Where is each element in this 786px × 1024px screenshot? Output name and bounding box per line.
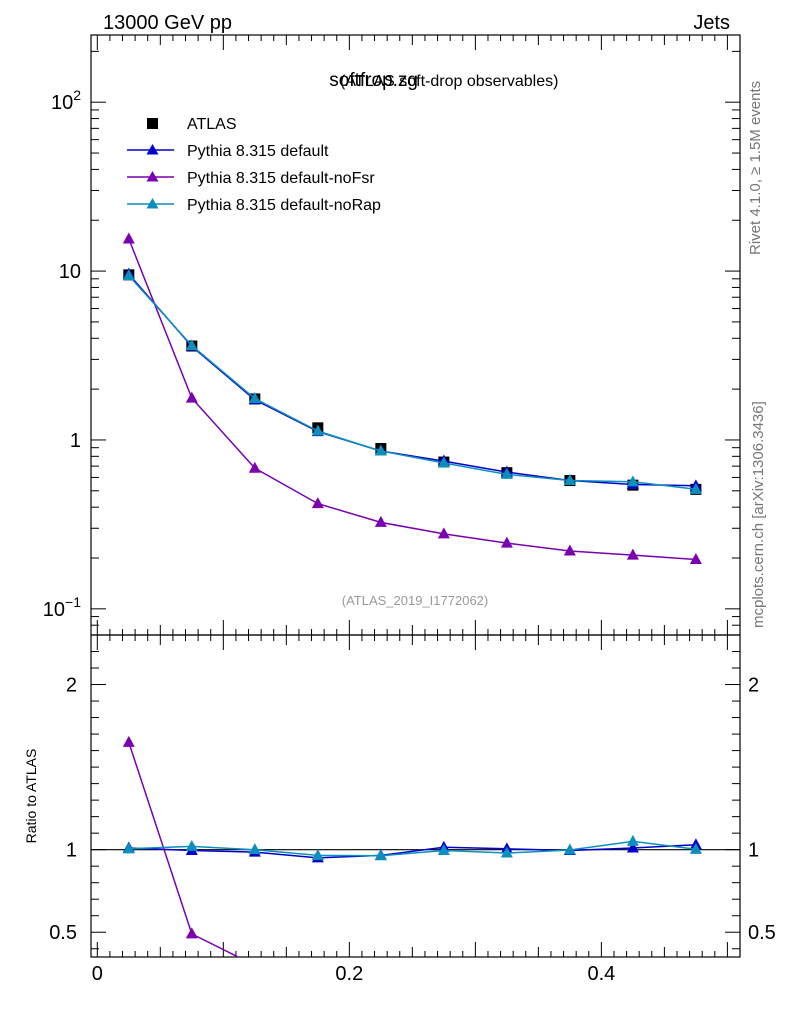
ratio-point-pythia-nofsr [249, 959, 261, 970]
plot-title: softfrop.zg [329, 70, 418, 91]
legend-marker-pythia-nofsr [146, 171, 159, 182]
main-series [122, 232, 702, 564]
main-point-pythia-nofsr [626, 548, 639, 560]
legend: ATLAS Pythia 8.315 default Pythia 8.315 … [127, 116, 381, 214]
ratio-point-pythia-nofsr [564, 980, 576, 991]
ratio-point-pythia-norap [437, 843, 450, 855]
ratio-point-pythia-norap [122, 842, 135, 854]
ratio-point-pythia-norap [374, 849, 387, 861]
legend-marker-atlas [147, 118, 158, 129]
ratio-y-axis-label: Ratio to ATLAS [23, 749, 39, 844]
main-point-pythia-nofsr [689, 552, 702, 564]
legend-label-pythia-norap: Pythia 8.315 default-noRap [187, 197, 381, 214]
ratio-point-pythia-nofsr [122, 735, 135, 747]
ratio-plot-frame [90, 634, 741, 958]
mcplots-label: mcplots.cern.ch [arXiv:1306.3436] [750, 401, 767, 628]
main-point-pythia-norap [689, 482, 702, 494]
ratio-point-pythia-norap [311, 848, 324, 860]
main-point-pythia-norap [248, 391, 261, 403]
legend-label-atlas: ATLAS [187, 116, 237, 133]
ratio-series [122, 735, 702, 995]
ratio-point-pythia-nofsr [501, 979, 513, 990]
main-point-pythia-norap [437, 456, 450, 468]
header-energy-label: 13000 GeV pp [103, 12, 232, 34]
ratio-y-tick-label-left: 0.5 [49, 922, 77, 944]
analysis-watermark: (ATLAS_2019_I1772062) [342, 593, 488, 608]
ratio-y-tick-label-right: 2 [748, 675, 759, 697]
main-point-pythia-norap [374, 444, 387, 456]
ratio-point-pythia-nofsr [438, 975, 450, 986]
x-tick-label: 0.4 [587, 963, 615, 985]
ratio-point-pythia-nofsr [185, 927, 198, 939]
ratio-point-pythia-norap [626, 834, 639, 846]
ratio-point-pythia-nofsr [690, 984, 702, 995]
legend-entry-atlas: ATLAS [147, 116, 237, 133]
main-point-pythia-nofsr [563, 544, 576, 556]
ratio-point-pythia-norap [248, 843, 261, 855]
ratio-point-pythia-norap [689, 842, 702, 854]
main-point-pythia-norap [122, 269, 135, 281]
axis-tick-labels: 10−1 1 10 102 0.5 0.5 1 1 2 2 0 0.2 0.4 [43, 87, 776, 985]
main-point-pythia-norap [563, 474, 576, 486]
ratio-line-pythia-default [128, 843, 696, 859]
main-y-tick-label: 1 [70, 430, 81, 452]
ratio-point-pythia-default [626, 841, 639, 853]
x-tick-label: 0 [92, 963, 103, 985]
ratio-y-tick-label-right: 0.5 [748, 922, 776, 944]
ratio-line-pythia-nofsr [128, 742, 240, 957]
main-line-pythia-norap [128, 275, 696, 491]
main-point-pythia-norap [626, 475, 639, 487]
ratio-point-pythia-nofsr [627, 982, 639, 993]
ratio-y-tick-label-left: 2 [66, 675, 77, 697]
main-point-pythia-nofsr [122, 232, 135, 244]
x-tick-label: 0.2 [335, 963, 363, 985]
main-point-pythia-nofsr [248, 461, 261, 473]
ratio-line-pythia-norap [128, 840, 696, 857]
main-line-pythia-default [128, 273, 696, 487]
legend-marker-pythia-default [146, 144, 159, 155]
ratio-y-tick-label-left: 1 [66, 840, 77, 862]
ratio-point-pythia-norap [185, 839, 198, 851]
legend-label-pythia-nofsr: Pythia 8.315 default-noFsr [187, 170, 375, 187]
main-point-pythia-norap [500, 467, 513, 479]
ratio-point-pythia-nofsr [312, 967, 324, 978]
rivet-version-label: Rivet 4.1.0, ≥ 1.5M events [747, 81, 764, 255]
main-line-pythia-nofsr [128, 238, 696, 561]
ratio-point-pythia-norap [500, 846, 513, 858]
main-point-pythia-norap [185, 339, 198, 351]
axis-ticks [91, 35, 740, 957]
main-point-pythia-nofsr [311, 497, 324, 509]
main-point-pythia-nofsr [500, 536, 513, 548]
legend-label-pythia-default: Pythia 8.315 default [187, 143, 329, 160]
legend-marker-pythia-norap [146, 198, 159, 209]
plot-subtitle: (ATLAS soft-drop observables) [340, 73, 558, 90]
header-process-label: Jets [693, 12, 730, 34]
main-y-tick-label: 10−1 [43, 594, 81, 621]
ratio-point-pythia-norap [563, 843, 576, 855]
main-y-tick-label: 10 [59, 261, 81, 283]
main-point-pythia-nofsr [374, 515, 387, 527]
main-point-pythia-norap [311, 424, 324, 436]
legend-entry-pythia-nofsr: Pythia 8.315 default-noFsr [127, 170, 375, 187]
ratio-point-pythia-nofsr [375, 972, 387, 983]
legend-entry-pythia-norap: Pythia 8.315 default-noRap [127, 197, 381, 214]
ratio-y-tick-label-right: 1 [748, 840, 759, 862]
main-y-tick-label: 102 [51, 87, 81, 114]
main-point-pythia-nofsr [185, 391, 198, 403]
legend-entry-pythia-default: Pythia 8.315 default [127, 143, 329, 160]
main-point-pythia-nofsr [437, 527, 450, 539]
